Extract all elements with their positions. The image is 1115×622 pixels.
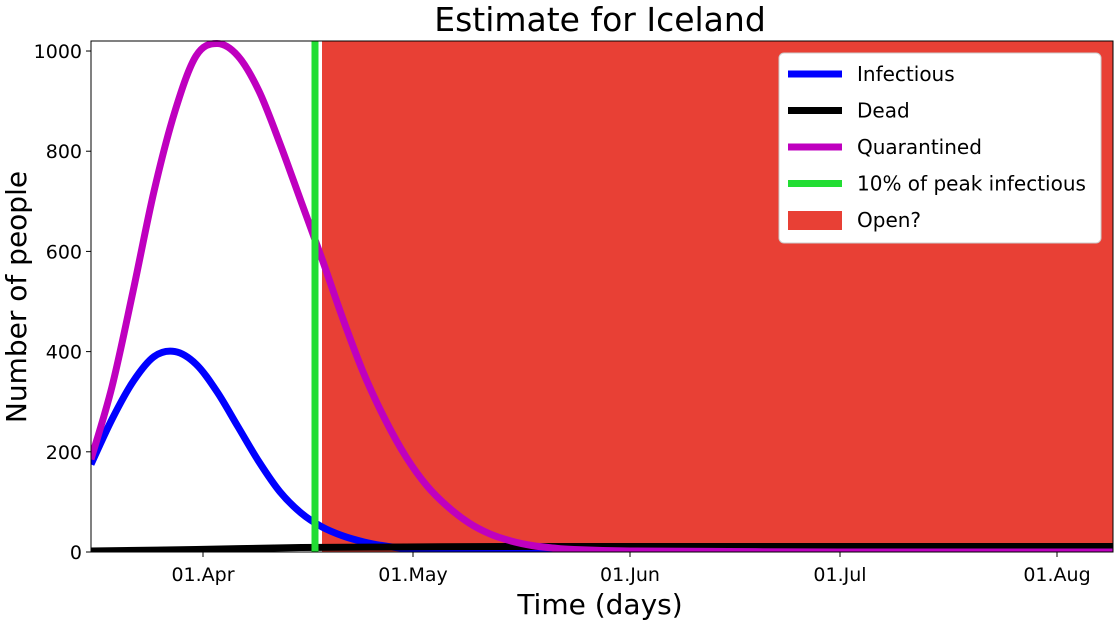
x-axis-label: Time (days) (516, 588, 682, 621)
y-tick-label-200: 200 (46, 442, 82, 464)
legend-label-open: Open? (857, 208, 921, 232)
y-tick-label-600: 600 (46, 241, 82, 263)
legend-swatch-open (788, 211, 842, 230)
y-axis-label: Number of people (0, 171, 33, 423)
y-tick-label-1000: 1000 (34, 41, 82, 63)
x-tick-label-01.Jul: 01.Jul (813, 564, 866, 586)
series-line-infectious (91, 347, 1113, 552)
axis-layer: 0 200 400 600 800 1000 01.Apr 01.May 01.Jun 01.Ju… (34, 40, 1114, 586)
x-tick-label-01.Aug: 01.Aug (1023, 564, 1090, 586)
x-tick-label-01.Apr: 01.Apr (171, 564, 234, 586)
y-tick-label-0: 0 (70, 542, 82, 564)
y-tick-label-400: 400 (46, 342, 82, 364)
legend-label-10-of-peak-infectious: 10% of peak infectious (857, 172, 1086, 196)
series-line-quarantined (91, 40, 1113, 552)
chart-title: Estimate for Iceland (434, 0, 766, 39)
y-tick-label-800: 800 (46, 141, 82, 163)
series-group (91, 40, 1113, 552)
line-layer (91, 40, 1113, 552)
plot-frame (90, 40, 1114, 553)
x-tick-label-01.Jun: 01.Jun (600, 564, 660, 586)
legend-label-quarantined: Quarantined (857, 135, 982, 159)
series-line-dead (91, 542, 1113, 552)
legend-box (778, 52, 1102, 244)
legend: Infectious Dead Quarantined 10% of peak inf… (778, 52, 1102, 244)
legend-label-infectious: Infectious (857, 62, 955, 86)
legend-label-dead: Dead (857, 99, 910, 123)
x-tick-label-01.May: 01.May (378, 564, 448, 586)
